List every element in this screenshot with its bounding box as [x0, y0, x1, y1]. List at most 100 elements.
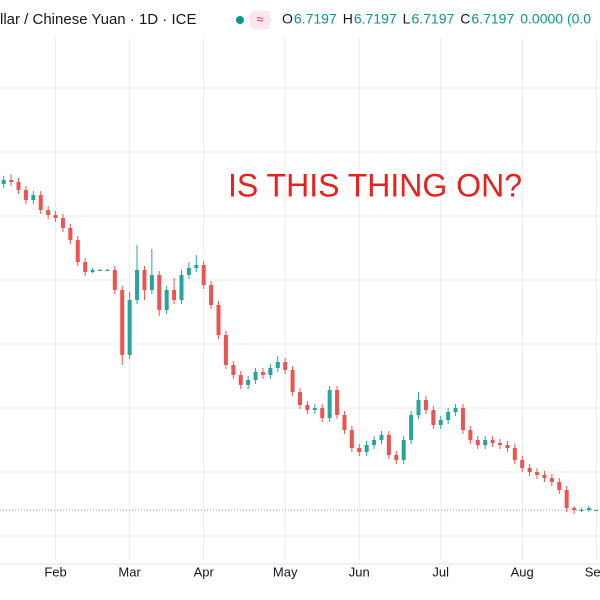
candle-body — [90, 270, 95, 272]
ohlc-change: 0.0000 (0.0 — [520, 11, 591, 27]
candle-body — [283, 362, 288, 370]
ohlc-label: O — [282, 11, 293, 27]
candle-body — [238, 375, 243, 385]
ohlc-value: 6.7197 — [294, 11, 337, 27]
candle-body — [290, 370, 295, 392]
candle-body — [520, 460, 525, 468]
candle-body — [446, 412, 451, 420]
candle-body — [349, 430, 354, 448]
x-tick-label: May — [273, 564, 298, 579]
candle-body — [127, 300, 132, 355]
candle-body — [112, 270, 117, 290]
x-tick-label: Jun — [349, 564, 370, 579]
candle-body — [475, 440, 480, 445]
status-badge — [250, 11, 270, 29]
candle-body — [209, 285, 214, 305]
candle-body — [312, 408, 317, 410]
candle-body — [68, 228, 73, 240]
candle-body — [460, 408, 465, 430]
candle-body — [201, 265, 206, 285]
symbol: llar / Chinese Yuan · 1D · ICE — [0, 11, 196, 28]
candle-body — [31, 195, 36, 200]
candle-body — [409, 415, 414, 440]
candle-body — [401, 440, 406, 460]
candle-body — [535, 472, 540, 475]
candle-body — [394, 455, 399, 460]
candle-body — [357, 448, 362, 452]
candle-body — [453, 408, 458, 412]
x-tick-label: Jul — [432, 564, 449, 579]
candle-body — [586, 508, 591, 510]
candle-body — [305, 405, 310, 410]
candle-body — [416, 400, 421, 415]
candle-body — [246, 380, 251, 385]
candle-body — [549, 478, 554, 482]
candle-body — [16, 182, 21, 190]
candle-body — [172, 290, 177, 300]
candle-body — [38, 195, 43, 210]
candle-body — [135, 270, 140, 300]
candle-body — [423, 400, 428, 410]
candle-body — [179, 275, 184, 300]
status-dot — [236, 16, 244, 24]
x-tick-label: Aug — [511, 564, 534, 579]
candle-body — [320, 408, 325, 418]
candle-body — [275, 362, 280, 368]
candle-body — [438, 420, 443, 425]
candle-body — [542, 475, 547, 478]
candle-body — [468, 430, 473, 440]
x-tick-label: Apr — [194, 564, 215, 579]
candle-body — [594, 510, 599, 511]
ohlc-label: L — [403, 11, 411, 27]
candle-body — [579, 510, 584, 511]
candle-body — [216, 305, 221, 335]
ohlc-value: 6.7197 — [354, 11, 397, 27]
candle-body — [386, 435, 391, 455]
candle-body — [157, 275, 162, 310]
candle-body — [527, 468, 532, 472]
candle-body — [327, 390, 332, 418]
candle-body — [260, 372, 265, 375]
candle-body — [572, 508, 577, 510]
candle-body — [483, 440, 488, 445]
status-icon: ≈ — [256, 11, 263, 26]
candle-body — [379, 435, 384, 440]
candle-body — [342, 415, 347, 430]
candle-body — [53, 215, 58, 218]
candle-body — [83, 262, 88, 272]
header-band — [0, 0, 600, 38]
candle-body — [75, 240, 80, 262]
candle-body — [498, 443, 502, 445]
candle-body — [142, 270, 147, 290]
candle-body — [268, 368, 273, 375]
candle-body — [223, 335, 228, 365]
candle-body — [105, 270, 110, 271]
plot — [0, 38, 600, 560]
candle-body — [253, 372, 258, 380]
ohlc-label: H — [343, 11, 353, 27]
ohlc-label: C — [460, 11, 470, 27]
candle-body — [194, 265, 199, 268]
candle-body — [372, 440, 377, 445]
candle-body — [557, 482, 562, 490]
x-tick-label: Feb — [44, 564, 66, 579]
candle-body — [298, 392, 302, 405]
candle-body — [46, 210, 51, 215]
candle-body — [490, 440, 495, 443]
ohlc: O 6.7197 H 6.7197 L 6.7197 C 6.7197 0.0000 (0.0 — [282, 11, 591, 27]
candle-body — [505, 445, 510, 448]
candle-body — [364, 445, 369, 452]
ohlc-value: 6.7197 — [471, 11, 514, 27]
candle-body — [164, 290, 169, 310]
x-tick-label: Sep — [585, 564, 600, 579]
candle-body — [335, 390, 340, 415]
candle-body — [149, 275, 154, 290]
candle-body — [431, 410, 436, 425]
candle-body — [60, 218, 65, 228]
candle-body — [564, 490, 569, 508]
candle-body — [98, 270, 102, 271]
x-tick-label: Mar — [118, 564, 141, 579]
candle-body — [9, 180, 14, 182]
candle-body — [231, 365, 236, 375]
annotation: IS THIS THING ON? — [228, 167, 522, 203]
